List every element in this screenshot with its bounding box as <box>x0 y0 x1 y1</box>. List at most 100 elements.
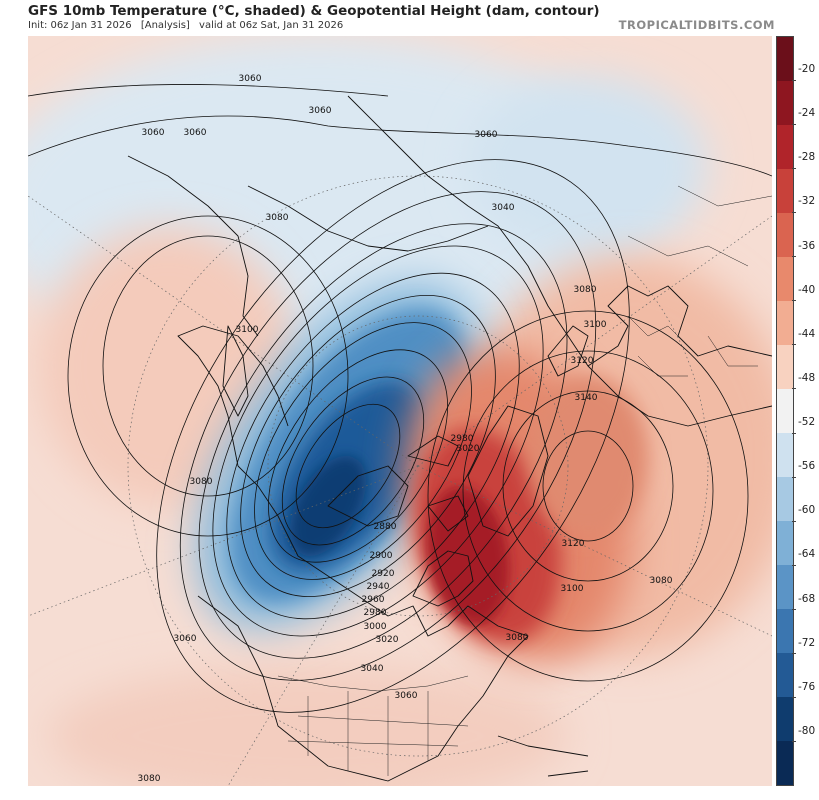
contour-label: 3120 <box>562 539 585 549</box>
height-contour <box>281 376 425 546</box>
temperature-colorbar <box>776 36 794 786</box>
colorbar-tick <box>792 653 796 655</box>
asia-north-coast <box>247 185 489 252</box>
contour-label: 3080 <box>138 774 161 784</box>
colorbar-label: -44 <box>798 327 816 340</box>
colorbar-tick <box>792 476 796 478</box>
colorbar-label: -28 <box>798 151 816 164</box>
red-warm-east <box>528 376 648 536</box>
eastern-asia <box>127 155 259 337</box>
contour-label: 3080 <box>190 477 213 487</box>
contour-label: 3060 <box>184 128 207 138</box>
colorbar-label: -64 <box>798 548 816 561</box>
height-contour <box>156 159 630 713</box>
init-time: Init: 06z Jan 31 2026 <box>28 20 132 31</box>
colorbar-tick <box>792 697 796 699</box>
contour-label: 2940 <box>367 582 390 592</box>
contour-label: 3080 <box>650 576 673 586</box>
us-canada-border <box>277 675 469 692</box>
temperature-height-map: 3060 3060 3060 3060 3060 3080 3040 3080 … <box>28 36 772 786</box>
japan-coast <box>222 325 249 417</box>
colorbar-label: -32 <box>798 195 816 208</box>
colorbar-tick <box>792 388 796 390</box>
height-contour <box>462 350 714 632</box>
europe-borders <box>627 315 758 377</box>
colorbar-tick <box>792 167 796 169</box>
latitude-circle <box>127 175 709 757</box>
height-contour <box>28 84 389 97</box>
contour-label: 2960 <box>362 595 385 605</box>
colorbar-label: -76 <box>798 680 816 693</box>
valid-time: valid at 06z Sat, Jan 31 2026 <box>199 20 344 31</box>
colorbar-tick <box>792 211 796 213</box>
height-contour <box>542 430 634 542</box>
contour-label: 3080 <box>574 285 597 295</box>
latitude-circle <box>267 315 569 617</box>
map-title: GFS 10mb Temperature (°C, shaded) & Geop… <box>28 3 600 19</box>
height-contour <box>254 322 472 580</box>
contour-label: 3020 <box>457 444 480 454</box>
contour-label: 3060 <box>475 130 498 140</box>
colorbar-label: -56 <box>798 460 816 473</box>
height-contour <box>28 115 772 177</box>
height-contour <box>179 191 597 681</box>
height-contour <box>240 294 496 598</box>
contour-label: 2880 <box>374 522 397 532</box>
colorbar-tick <box>792 344 796 346</box>
hudson-bay <box>412 550 474 607</box>
height-contour <box>67 215 349 537</box>
height-contours <box>28 84 772 713</box>
map-subtitle: Init: 06z Jan 31 2026 [Analysis] valid a… <box>28 20 349 31</box>
map-header: GFS 10mb Temperature (°C, shaded) & Geop… <box>0 0 819 36</box>
asia-borders <box>627 185 772 267</box>
eurasia-coast <box>347 95 772 427</box>
light-blue-field <box>468 76 708 256</box>
colorbar-label: -24 <box>798 107 816 120</box>
colorbar-label: -36 <box>798 239 816 252</box>
colorbar-label: -60 <box>798 504 816 517</box>
europe-coast <box>587 285 772 367</box>
contour-labels: 3060 3060 3060 3060 3060 3080 3040 3080 … <box>138 74 673 784</box>
colorbar-tick <box>792 520 796 522</box>
colorbar-tick <box>792 256 796 258</box>
height-contour <box>427 310 749 682</box>
contour-label: 3120 <box>571 356 594 366</box>
north-america-coast <box>197 465 529 782</box>
colorbar-tick <box>792 609 796 611</box>
contour-label: 2980 <box>364 608 387 618</box>
colorbar-label: -48 <box>798 371 816 384</box>
colorbar-label: -68 <box>798 592 816 605</box>
contour-label: 3080 <box>506 633 529 643</box>
contour-label: 3100 <box>584 320 607 330</box>
contour-label: 3060 <box>239 74 262 84</box>
contour-label: 3060 <box>309 106 332 116</box>
analysis-tag: [Analysis] <box>140 20 190 31</box>
height-contour <box>198 223 568 659</box>
political-borders <box>277 185 772 776</box>
contour-label: 3100 <box>561 584 584 594</box>
colorbar-label: -52 <box>798 416 816 429</box>
colorbar-tick <box>792 79 796 81</box>
colorbar-tick <box>792 300 796 302</box>
height-contour <box>502 390 674 582</box>
colorbar-label: -20 <box>798 63 816 76</box>
contour-label: 3100 <box>236 325 259 335</box>
height-contour <box>212 245 544 637</box>
colorbar-label: -40 <box>798 283 816 296</box>
colorbar-label: -80 <box>798 724 816 737</box>
contour-label: 3040 <box>492 203 515 213</box>
contour-label: 3020 <box>376 635 399 645</box>
contour-label: 3060 <box>174 634 197 644</box>
caribbean <box>497 735 589 777</box>
contour-label: 3080 <box>266 213 289 223</box>
colorbar-tick <box>792 564 796 566</box>
colorbar-tick <box>792 123 796 125</box>
height-contour <box>226 272 520 620</box>
contour-label: 2920 <box>372 569 395 579</box>
contour-label: 3000 <box>364 622 387 632</box>
height-contour <box>268 349 448 563</box>
contour-label: 3040 <box>361 664 384 674</box>
contour-label: 3060 <box>142 128 165 138</box>
contour-label: 2900 <box>370 551 393 561</box>
colorbar-tick <box>792 432 796 434</box>
